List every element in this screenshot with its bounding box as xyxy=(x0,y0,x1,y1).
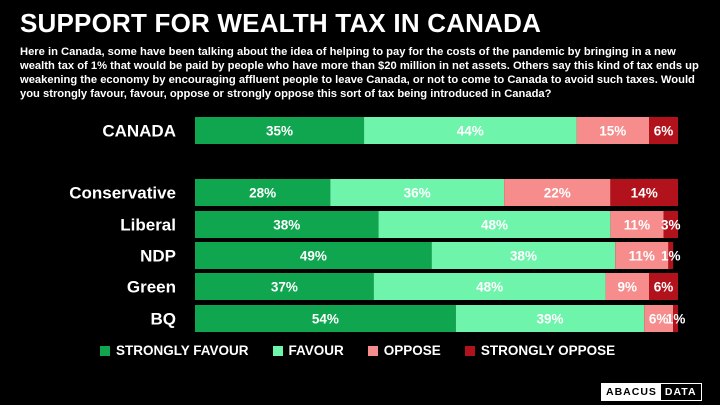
data-label-bq-oppose: 6% xyxy=(649,312,669,327)
bar-ndp-strongly-favour xyxy=(195,242,432,269)
legend-swatch xyxy=(100,345,110,356)
bar-green-strongly-oppose xyxy=(649,273,678,300)
data-label-canada-favour: 44% xyxy=(457,124,484,139)
legend-label: STRONGLY OPPOSE xyxy=(480,343,616,358)
legend-item-favour: FAVOUR xyxy=(272,343,344,358)
data-label-green-strongly-oppose: 6% xyxy=(654,280,674,295)
data-label-bq-strongly-oppose: 1% xyxy=(666,312,686,327)
logo-part1: ABACUS xyxy=(602,384,661,400)
data-label-bq-strongly-favour: 54% xyxy=(312,312,339,327)
data-label-conservative-strongly-oppose: 14% xyxy=(631,186,658,201)
data-label-liberal-favour: 48% xyxy=(481,218,508,233)
bar-green-strongly-favour xyxy=(195,273,374,300)
category-label-green: Green xyxy=(127,278,176,297)
data-label-ndp-favour: 38% xyxy=(510,249,537,264)
category-label-ndp: NDP xyxy=(140,247,176,266)
bar-canada-favour xyxy=(364,117,577,144)
abacus-data-logo: ABACUS DATA xyxy=(601,383,702,401)
chart-subtitle: Here in Canada, some have been talking a… xyxy=(20,46,699,100)
legend-label: FAVOUR xyxy=(288,343,344,358)
chart-legend: STRONGLY FAVOUR FAVOUR OPPOSE STRONGLY OPPO… xyxy=(100,343,639,358)
data-label-ndp-strongly-oppose: 1% xyxy=(661,249,681,264)
bar-green-oppose xyxy=(605,273,650,300)
data-label-green-favour: 48% xyxy=(476,280,503,295)
bar-liberal-strongly-oppose xyxy=(663,211,678,238)
bar-liberal-oppose xyxy=(610,211,664,238)
data-label-liberal-strongly-favour: 38% xyxy=(273,218,300,233)
bar-green-favour xyxy=(373,273,606,300)
bar-liberal-favour xyxy=(378,211,611,238)
legend-label: OPPOSE xyxy=(383,343,441,358)
bar-ndp-strongly-oppose xyxy=(668,242,674,269)
data-label-conservative-strongly-favour: 28% xyxy=(249,186,276,201)
bar-canada-strongly-oppose xyxy=(649,117,678,144)
bar-conservative-favour xyxy=(330,179,505,206)
bar-bq-strongly-oppose xyxy=(673,305,678,332)
logo-part2: DATA xyxy=(660,384,701,400)
bar-bq-strongly-favour xyxy=(195,305,456,332)
data-label-ndp-oppose: 11% xyxy=(629,249,655,264)
category-label-bq: BQ xyxy=(151,310,177,329)
bar-conservative-strongly-oppose xyxy=(610,179,678,206)
stacked-bar-chart: CANADA 35% 44% 15% 6% Conservative 28% 36% 22% 14… xyxy=(69,117,686,332)
category-label-conservative: Conservative xyxy=(69,184,176,203)
legend-label: STRONGLY FAVOUR xyxy=(116,343,249,358)
chart-title: SUPPORT FOR WEALTH TAX IN CANADA xyxy=(20,8,542,38)
bar-ndp-oppose xyxy=(615,242,669,269)
category-label-liberal: Liberal xyxy=(120,216,176,235)
legend-swatch xyxy=(367,345,378,356)
legend-swatch xyxy=(464,345,475,356)
legend-item-oppose: OPPOSE xyxy=(367,343,441,358)
legend-item-strongly-oppose: STRONGLY OPPOSE xyxy=(464,343,616,358)
bar-bq-oppose xyxy=(644,305,674,332)
data-label-liberal-oppose: 11% xyxy=(624,218,650,233)
data-label-green-strongly-favour: 37% xyxy=(271,280,298,295)
data-label-green-oppose: 9% xyxy=(618,280,638,295)
legend-item-strongly-favour: STRONGLY FAVOUR xyxy=(100,343,249,358)
legend-swatch xyxy=(272,345,283,356)
data-label-ndp-strongly-favour: 49% xyxy=(300,249,327,264)
bar-canada-oppose xyxy=(576,117,650,144)
data-label-conservative-oppose: 22% xyxy=(544,186,571,201)
bar-ndp-favour xyxy=(431,242,616,269)
data-label-canada-oppose: 15% xyxy=(599,124,626,139)
bar-canada-strongly-favour xyxy=(195,117,365,144)
data-label-liberal-strongly-oppose: 3% xyxy=(661,218,681,233)
data-label-conservative-favour: 36% xyxy=(404,186,431,201)
data-label-canada-strongly-oppose: 6% xyxy=(654,124,674,139)
data-label-bq-favour: 39% xyxy=(536,312,563,327)
category-label-canada: CANADA xyxy=(102,122,176,141)
bar-conservative-oppose xyxy=(504,179,611,206)
bar-conservative-strongly-favour xyxy=(195,179,331,206)
bar-liberal-strongly-favour xyxy=(195,211,379,238)
data-label-canada-strongly-favour: 35% xyxy=(266,124,293,139)
bar-bq-favour xyxy=(455,305,645,332)
